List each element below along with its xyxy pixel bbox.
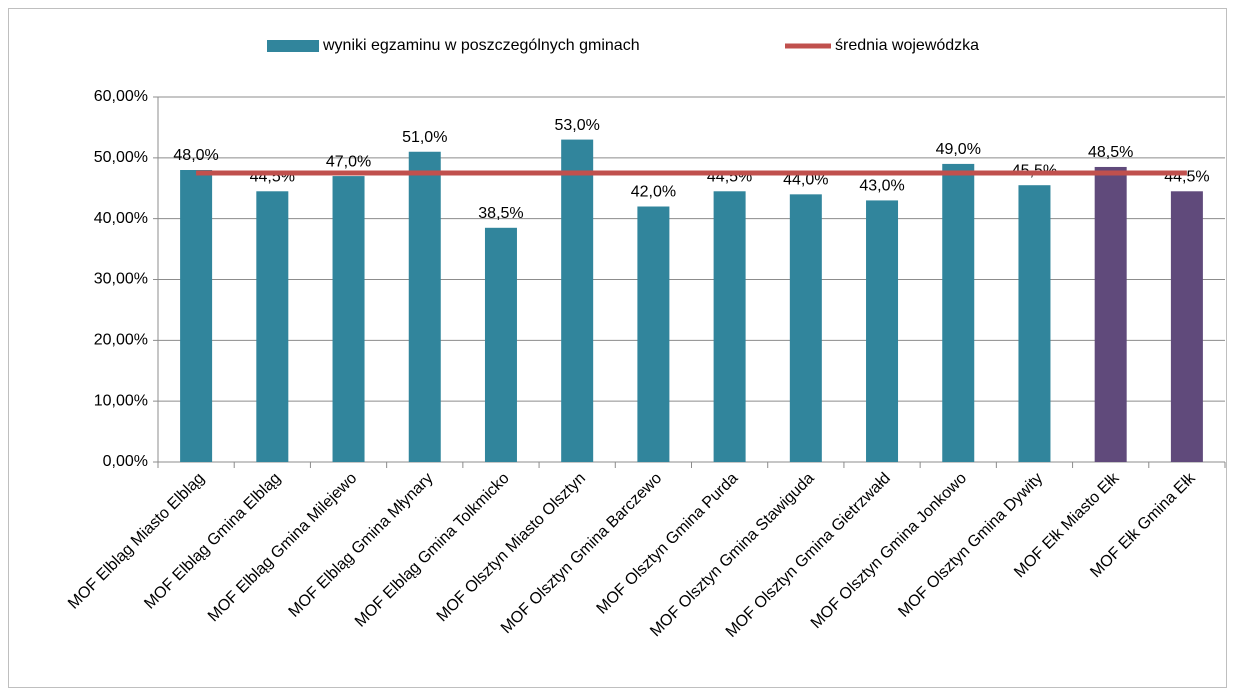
y-tick-label: 40,00% xyxy=(94,210,148,227)
y-tick-label: 20,00% xyxy=(94,332,148,349)
bar xyxy=(1170,191,1203,462)
y-tick-label: 50,00% xyxy=(94,149,148,166)
data-label: 53,0% xyxy=(554,117,599,134)
data-label: 49,0% xyxy=(936,141,981,158)
bar xyxy=(561,139,594,463)
y-tick-label: 0,00% xyxy=(103,453,148,470)
bar xyxy=(408,151,441,462)
bar xyxy=(1018,185,1051,463)
legend-label: średnia wojewódzka xyxy=(835,37,979,54)
bar xyxy=(637,206,670,462)
y-tick-label: 30,00% xyxy=(94,271,148,288)
bar xyxy=(866,200,899,462)
data-label: 44,0% xyxy=(783,172,828,189)
bar xyxy=(484,227,517,462)
data-label: 43,0% xyxy=(859,178,904,195)
bar xyxy=(180,170,213,462)
bar xyxy=(332,176,365,463)
bar xyxy=(256,191,289,462)
data-label: 38,5% xyxy=(478,205,523,222)
bar xyxy=(789,194,822,463)
y-tick-label: 10,00% xyxy=(94,392,148,409)
data-label: 51,0% xyxy=(402,129,447,146)
y-tick-label: 60,00% xyxy=(94,88,148,105)
data-label: 48,5% xyxy=(1088,144,1133,161)
data-label: 48,0% xyxy=(173,147,218,164)
legend-label: wyniki egzaminu w poszczególnych gminach xyxy=(322,37,640,54)
legend-swatch xyxy=(267,40,319,52)
data-label: 42,0% xyxy=(631,184,676,201)
bar xyxy=(1094,166,1127,463)
data-label: 47,0% xyxy=(326,153,371,170)
bar xyxy=(942,163,975,462)
bar xyxy=(713,191,746,462)
